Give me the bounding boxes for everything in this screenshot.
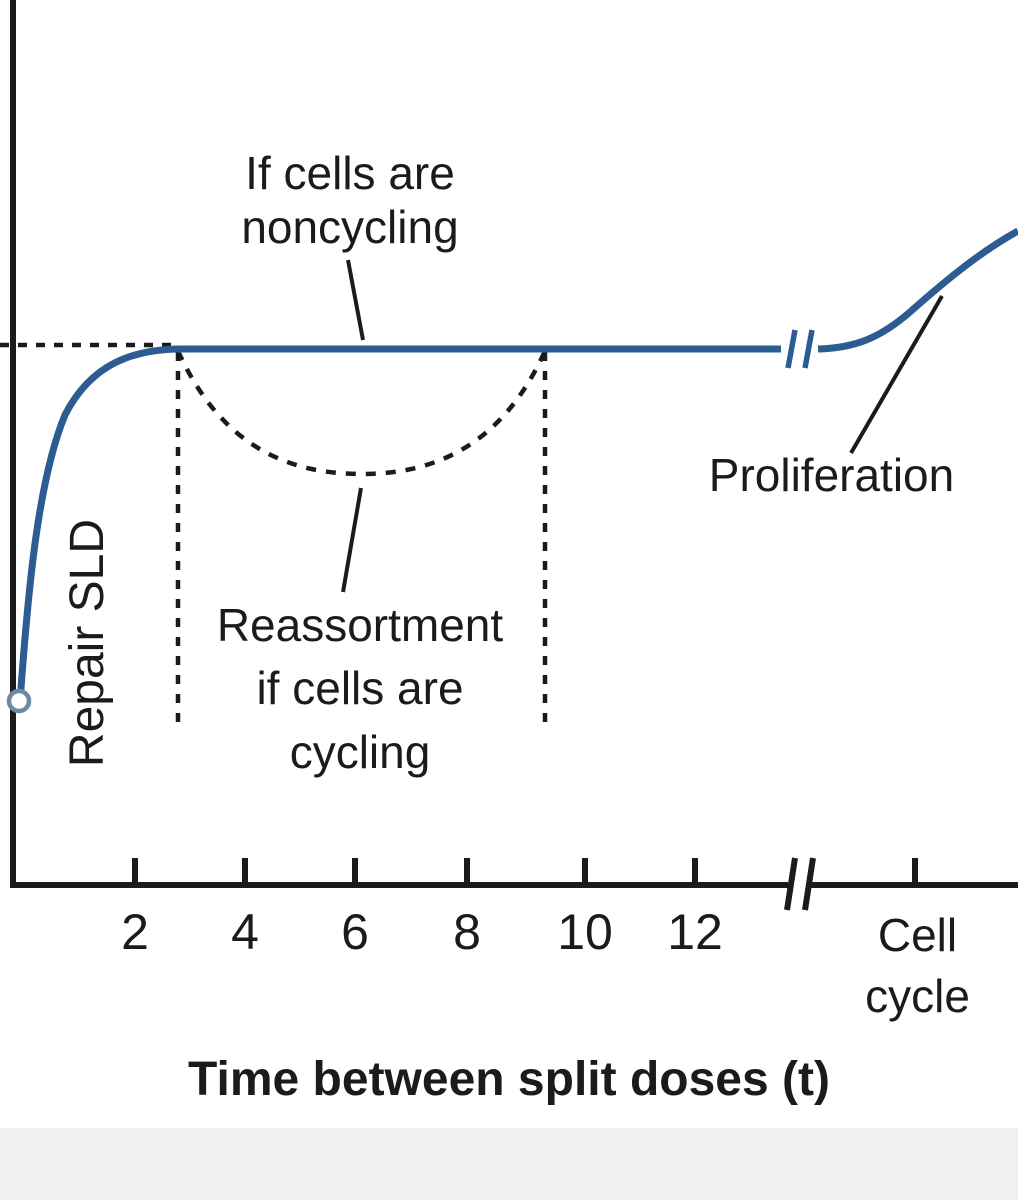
annotation-repair-sld: Repair SLD	[61, 518, 114, 768]
footer-strip	[0, 1128, 1018, 1200]
origin-point-marker	[6, 688, 32, 714]
axis-break-icon	[784, 857, 816, 911]
curve-break-icon	[785, 329, 815, 369]
x-axis-cell-cycle-label: Cell cycle	[830, 905, 1005, 1026]
annotation-reassortment-line2: if cells are	[256, 662, 464, 715]
x-tick-label-10: 10	[557, 904, 613, 960]
x-axis-ticks	[132, 858, 918, 886]
cell-cycle-label-line2: cycle	[865, 969, 970, 1022]
annotation-reassortment: Reassortment if cells are cycling	[155, 594, 565, 784]
annotation-noncycling-line1: If cells are	[245, 147, 455, 199]
x-tick-label-12: 12	[667, 904, 723, 960]
annotation-noncycling: If cells are noncycling	[150, 146, 550, 255]
proliferation-curve	[817, 227, 1018, 353]
cell-cycle-label-line1: Cell	[877, 909, 958, 961]
survival-curve	[16, 345, 781, 703]
pointer-line-noncycling	[346, 259, 365, 341]
pointer-line-reassortment	[341, 487, 363, 593]
annotation-proliferation: Proliferation	[708, 449, 955, 501]
x-axis-title: Time between split doses (t)	[188, 1053, 830, 1106]
x-tick-label-4: 4	[231, 904, 259, 960]
x-tick-label-8: 8	[453, 904, 481, 960]
annotation-noncycling-line2: noncycling	[241, 201, 459, 254]
reassortment-dip-curve	[175, 350, 548, 477]
x-tick-label-2: 2	[121, 904, 149, 960]
annotation-reassortment-line1: Reassortment	[216, 599, 504, 651]
x-tick-label-6: 6	[341, 904, 369, 960]
pointer-line-proliferation	[849, 294, 944, 455]
annotation-reassortment-line3: cycling	[289, 725, 431, 778]
